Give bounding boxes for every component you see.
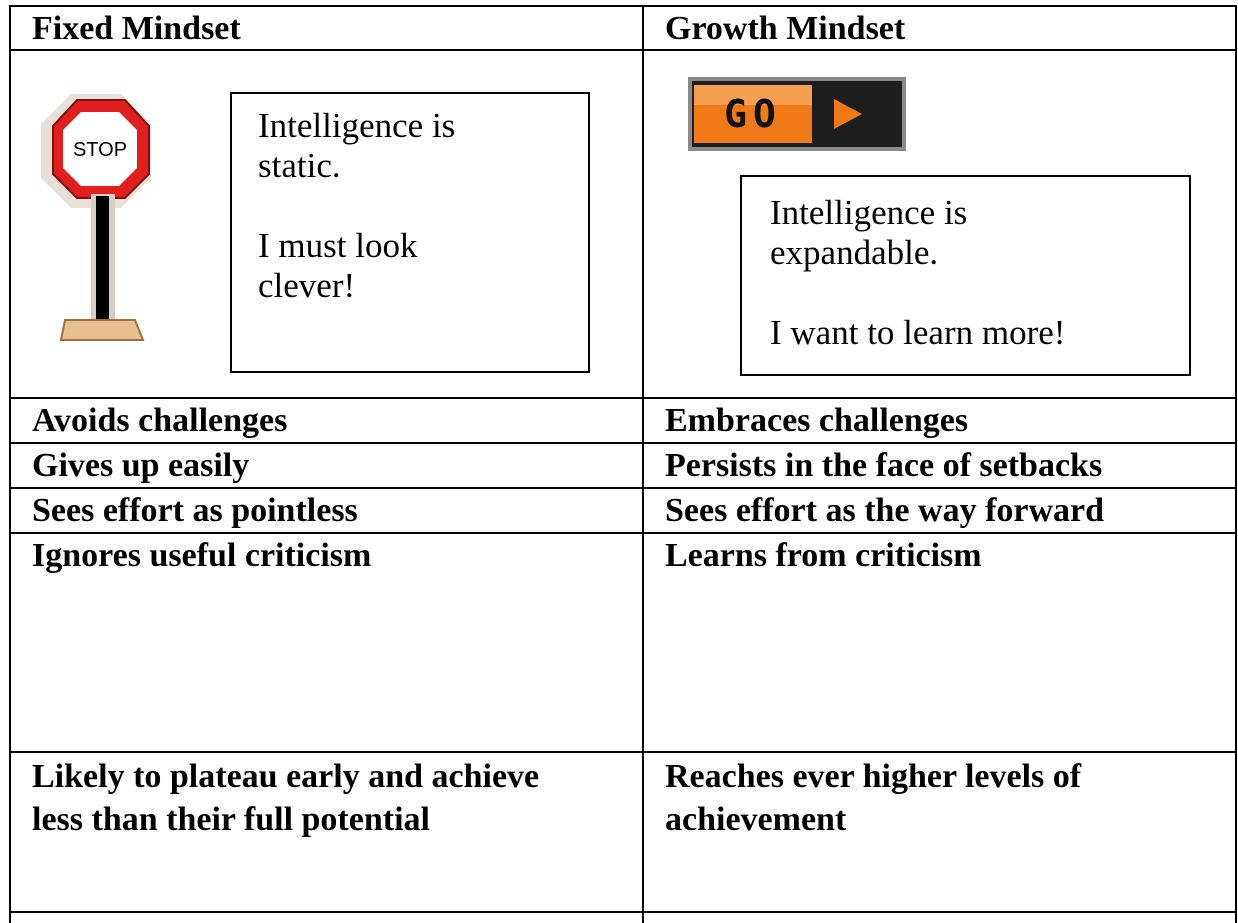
header-cell: Growth Mindset [665, 10, 906, 47]
row-cell: Reaches ever higher levels of achievemen… [665, 758, 1082, 838]
row-cell: Learns from criticism [665, 537, 982, 574]
row-cell: Avoids challenges [32, 402, 288, 439]
rule [10, 487, 1237, 489]
rule [10, 911, 1237, 913]
row-cell: Likely to plateau early and achieve less… [32, 758, 540, 838]
rule [10, 5, 1237, 7]
go-button: GO [688, 77, 906, 151]
stop-sign: STOP [41, 94, 151, 341]
row-cell: Sees effort as pointless [32, 492, 358, 529]
rule [10, 751, 1237, 753]
row-cell: Embraces challenges [665, 402, 969, 439]
rule [642, 5, 644, 923]
row-cell: Gives up easily [32, 447, 250, 484]
row-cell: Sees effort as the way forward [665, 492, 1105, 529]
rule [10, 49, 1237, 51]
rule [9, 5, 11, 923]
sign-label: GO [724, 92, 782, 136]
sign-label: STOP [73, 139, 127, 161]
box-text: Intelligence is expandable. [770, 193, 968, 272]
row-cell: Persists in the face of setbacks [665, 447, 1103, 484]
text-box: Intelligence is expandable. I want to le… [740, 175, 1191, 376]
rule [1235, 5, 1237, 923]
header-cell: Fixed Mindset [32, 10, 241, 47]
row-cell: Ignores useful criticism [32, 537, 372, 574]
box-text: I want to learn more! [770, 313, 1066, 352]
rule [10, 442, 1237, 444]
rule [10, 532, 1237, 534]
box-text: Intelligence is static. [258, 106, 456, 185]
box-text: I must look clever! [258, 226, 418, 305]
text-box: Intelligence is static. I must look clev… [230, 92, 590, 373]
rule [10, 397, 1237, 399]
